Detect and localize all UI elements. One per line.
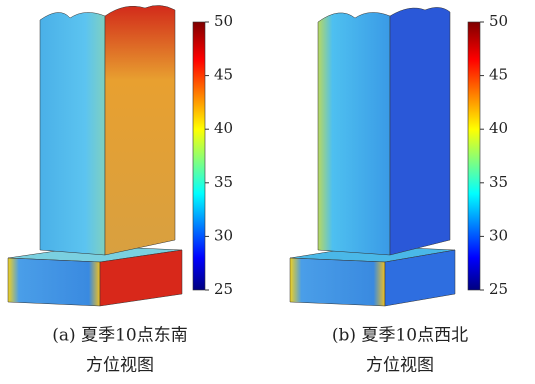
colorbar-tick-label: 45: [214, 66, 233, 84]
colorbar-tick-label: 50: [214, 12, 233, 30]
caption: (b) 夏季10点西北: [332, 326, 468, 346]
colorbar-tick-label: 40: [489, 119, 508, 137]
panel-a-render: [8, 5, 182, 306]
colorbar-tick-label: 30: [489, 226, 508, 244]
colorbar-tick-label: 40: [214, 119, 233, 137]
colorbar-tick-label: 35: [214, 173, 233, 191]
colorbar-tick-label: 35: [489, 173, 508, 191]
colorbar: [193, 22, 205, 290]
panel-b-render: [290, 7, 455, 306]
colorbar-tick-label: 25: [489, 280, 508, 298]
colorbar: [468, 22, 480, 290]
colorbar-tick-label: 30: [214, 226, 233, 244]
colorbar-tick-label: 25: [214, 280, 233, 298]
figure: (a) 夏季10点东南 方位视图 (b) 夏季10点西北 方位视图 25 30 35…: [0, 0, 535, 384]
colorbar-tick-label: 45: [489, 66, 508, 84]
colorbar-tick-label: 50: [489, 12, 508, 30]
caption: (a) 夏季10点东南: [52, 326, 187, 346]
caption: 方位视图: [86, 356, 154, 376]
caption: 方位视图: [366, 356, 434, 376]
